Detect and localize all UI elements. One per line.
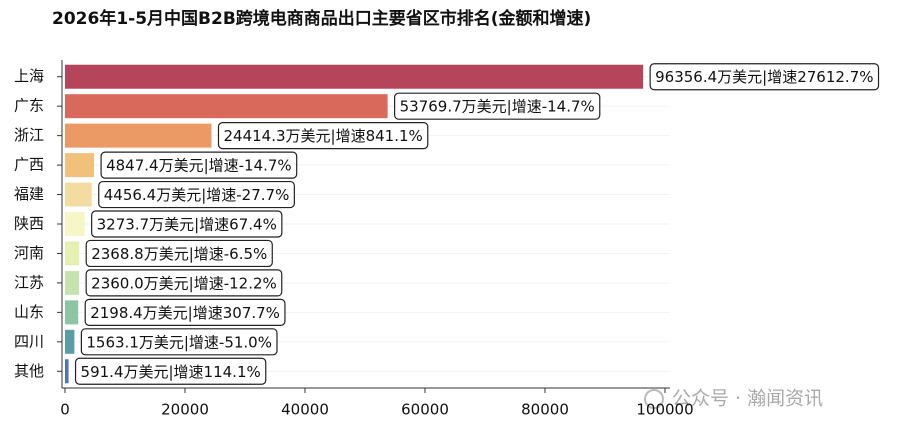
x-tick-label: 100000 bbox=[636, 401, 693, 419]
value-label-box bbox=[85, 239, 273, 268]
value-label-box bbox=[100, 151, 298, 179]
value-label-box bbox=[98, 180, 295, 209]
bar bbox=[65, 359, 69, 384]
bar bbox=[65, 182, 92, 207]
value-label-box bbox=[80, 328, 278, 356]
chart-title: 2026年1-5月中国B2B跨境电商商品出口主要省区市排名(金额和增速) bbox=[52, 8, 591, 29]
bar bbox=[65, 153, 95, 178]
value-label: 96356.4万美元|增速27612.7% bbox=[655, 68, 873, 86]
bar bbox=[65, 270, 80, 295]
value-label: 4456.4万美元|增速-27.7% bbox=[104, 186, 290, 204]
value-label: 2368.8万美元|增速-6.5% bbox=[91, 245, 267, 263]
y-tick-label: 江苏 bbox=[14, 273, 44, 291]
value-label-box bbox=[74, 357, 267, 385]
bar bbox=[65, 64, 644, 89]
value-label: 3273.7万美元|增速67.4% bbox=[97, 216, 277, 234]
y-tick-label: 浙江 bbox=[14, 126, 44, 144]
x-tick-label: 20000 bbox=[161, 401, 209, 419]
value-label-box bbox=[217, 122, 429, 150]
y-tick-label: 福建 bbox=[14, 185, 44, 203]
value-label: 24414.3万美元|增速841.1% bbox=[223, 127, 422, 145]
watermark-icon bbox=[644, 389, 664, 409]
y-tick-label: 广东 bbox=[14, 97, 44, 115]
value-label-box bbox=[91, 210, 283, 238]
bar bbox=[65, 94, 388, 119]
y-tick-label: 其他 bbox=[14, 362, 44, 380]
value-label: 2198.4万美元|增速307.7% bbox=[90, 304, 280, 322]
value-label: 591.4万美元|增速114.1% bbox=[81, 363, 261, 381]
value-label: 53769.7万美元|增速-14.7% bbox=[400, 98, 595, 116]
x-tick-label: 60000 bbox=[401, 401, 449, 419]
bar bbox=[65, 123, 212, 148]
value-label: 4847.4万美元|增速-14.7% bbox=[106, 157, 292, 175]
value-label: 2360.0万美元|增速-12.2% bbox=[91, 274, 277, 292]
value-label-box bbox=[84, 298, 286, 326]
x-tick-label: 40000 bbox=[281, 401, 329, 419]
y-tick-label: 四川 bbox=[14, 332, 44, 350]
x-tick-label: 0 bbox=[60, 401, 70, 419]
bar bbox=[65, 241, 80, 266]
value-label-box bbox=[394, 92, 601, 120]
value-label-box bbox=[85, 269, 283, 297]
value-label: 1563.1万美元|增速-51.0% bbox=[86, 333, 272, 351]
watermark: 公众号 · 瀚闻资讯 bbox=[672, 388, 823, 410]
bar bbox=[65, 329, 75, 354]
x-tick-label: 80000 bbox=[521, 401, 569, 419]
y-tick-label: 广西 bbox=[14, 156, 44, 174]
y-tick-label: 山东 bbox=[14, 303, 44, 321]
y-tick-label: 上海 bbox=[14, 67, 44, 85]
y-tick-label: 陕西 bbox=[14, 215, 44, 233]
y-tick-label: 河南 bbox=[14, 244, 44, 262]
value-label-box bbox=[649, 63, 880, 91]
bar bbox=[65, 212, 85, 236]
bar bbox=[65, 300, 79, 325]
